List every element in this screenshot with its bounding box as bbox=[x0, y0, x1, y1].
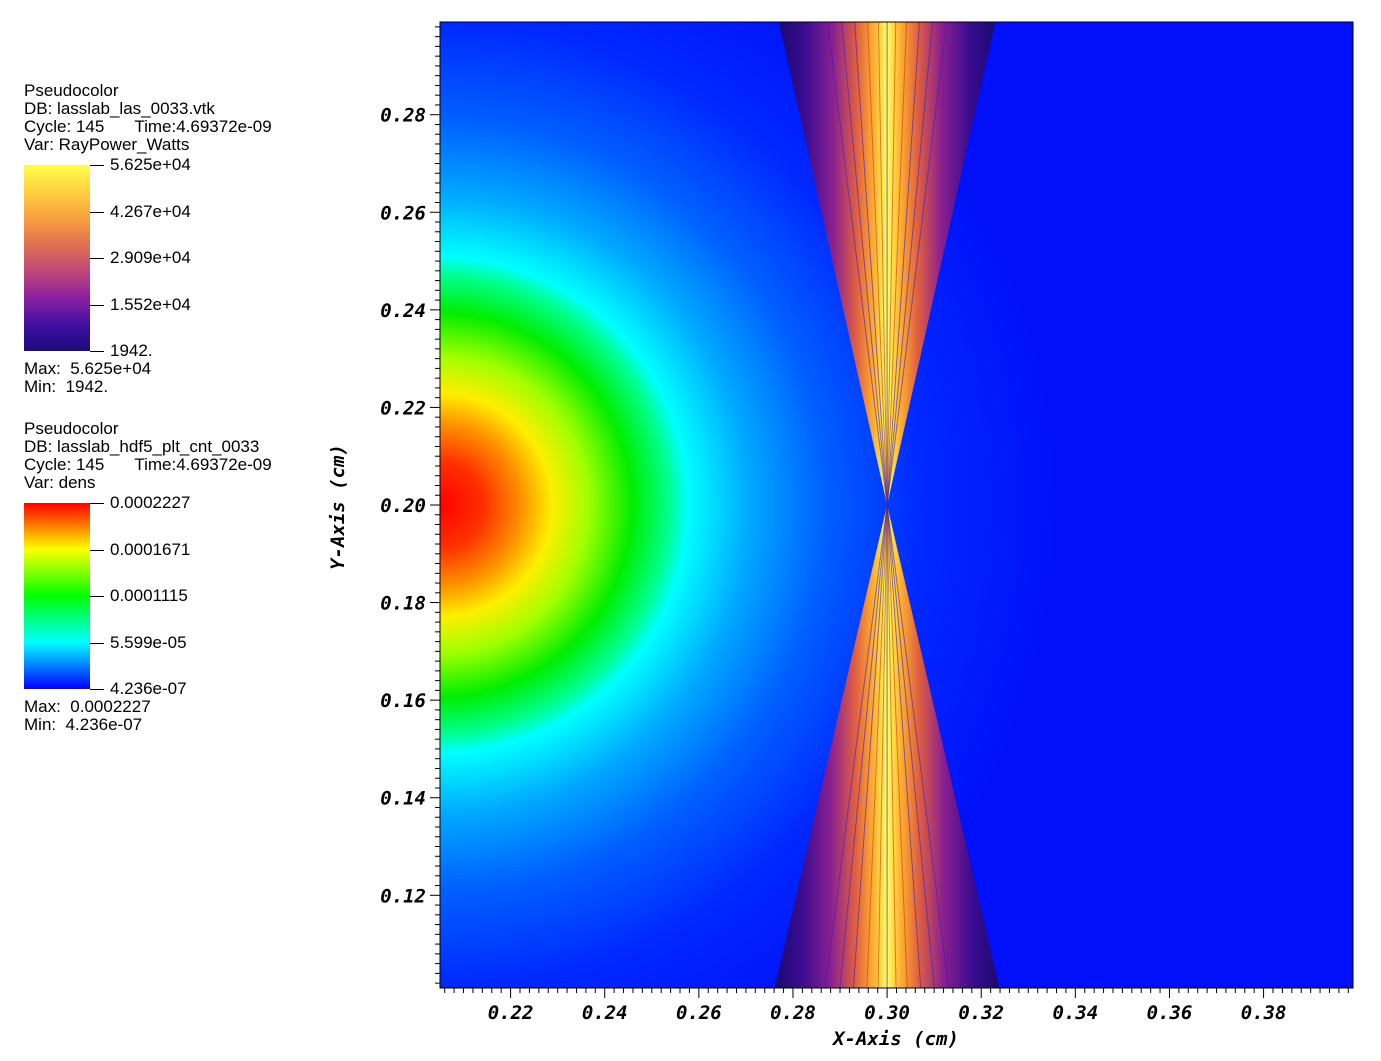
colorbar-dens bbox=[24, 503, 90, 689]
ray-streak bbox=[839, 504, 888, 988]
y-tick-label: 0.12 bbox=[380, 885, 426, 907]
legend-cycle: Cycle: 145 bbox=[24, 117, 105, 136]
x-tick-label: 0.38 bbox=[1241, 1002, 1287, 1024]
ray-streak bbox=[877, 504, 888, 988]
ray-streak bbox=[827, 22, 888, 506]
legend-var: Var: RayPower_Watts bbox=[24, 135, 190, 154]
axis-ticks: 0.22 0.24 0.26 0.28 0.30 0.32 0.34 0.36 0.38 0.12… bbox=[380, 26, 1349, 1024]
colorbar-tick bbox=[90, 165, 104, 166]
colorbar-tick-label: 4.267e+04 bbox=[110, 201, 191, 221]
y-tick-label: 0.20 bbox=[380, 495, 426, 517]
legend-min: Min: 4.236e-07 bbox=[24, 715, 143, 734]
y-tick-label: 0.22 bbox=[380, 397, 426, 419]
colorbar-tick bbox=[90, 258, 104, 259]
ray-streak bbox=[877, 22, 888, 506]
ray-streak bbox=[886, 504, 935, 988]
legend-max: Max: 5.625e+04 bbox=[24, 359, 152, 378]
y-axis-title: Y-Axis (cm) bbox=[327, 444, 349, 570]
ray-streak bbox=[886, 504, 897, 988]
colorbar-raypower bbox=[24, 165, 90, 351]
ray-streak bbox=[841, 22, 888, 506]
x-tick-label: 0.34 bbox=[1052, 1002, 1098, 1024]
colorbar-tick-label: 0.0001671 bbox=[110, 539, 191, 559]
x-tick-label: 0.24 bbox=[582, 1002, 628, 1024]
legend-cycle-time: Cycle: 145 Time:4.69372e-09 bbox=[24, 118, 272, 136]
x-tick-label: 0.26 bbox=[676, 1002, 722, 1024]
legend-db: DB: lasslab_hdf5_plt_cnt_0033 bbox=[24, 437, 260, 456]
y-tick-label: 0.24 bbox=[380, 300, 426, 322]
ray-streak bbox=[886, 22, 948, 506]
colorbar-tick bbox=[90, 304, 104, 306]
y-tick-label: 0.18 bbox=[380, 593, 426, 615]
colorbar-tick-label: 0.0002227 bbox=[110, 493, 191, 512]
legend-plot-type: Pseudocolor bbox=[24, 81, 119, 100]
colorbar-tick-label: 5.625e+04 bbox=[110, 155, 191, 174]
colorbar-tick bbox=[90, 596, 104, 597]
ray-streak bbox=[886, 22, 908, 506]
legend-db: DB: lasslab_las_0033.vtk bbox=[24, 99, 215, 118]
ray-streak bbox=[886, 504, 950, 988]
colorbar-tick-label: 4.236e-07 bbox=[110, 679, 187, 698]
y-tick-label: 0.26 bbox=[380, 202, 426, 224]
colorbar-tick bbox=[90, 211, 104, 213]
ray-streak bbox=[886, 22, 934, 506]
colorbar-tick-label: 1942. bbox=[110, 341, 153, 360]
legend-dens: Pseudocolor DB: lasslab_hdf5_plt_cnt_003… bbox=[24, 420, 272, 492]
legend-cycle: Cycle: 145 bbox=[24, 455, 105, 474]
colorbar-tick-label: 0.0001115 bbox=[110, 586, 188, 605]
colorbar-tick-label: 2.909e+04 bbox=[110, 248, 191, 267]
x-axis-title: X-Axis (cm) bbox=[831, 1028, 959, 1050]
ray-streak bbox=[866, 504, 888, 988]
ray-streak bbox=[886, 504, 922, 988]
legend-time: Time:4.69372e-09 bbox=[134, 455, 272, 474]
colorbar-tick-label: 5.599e-05 bbox=[110, 632, 187, 652]
ray-streak bbox=[886, 22, 921, 506]
ray-streak bbox=[852, 504, 888, 988]
ray-streak bbox=[886, 504, 908, 988]
x-tick-label: 0.30 bbox=[864, 1002, 910, 1024]
colorbar-tick bbox=[90, 689, 104, 690]
legend-min: Min: 1942. bbox=[24, 377, 109, 396]
x-tick-label: 0.32 bbox=[958, 1002, 1004, 1024]
x-tick-label: 0.36 bbox=[1147, 1002, 1193, 1024]
ray-streak bbox=[886, 22, 897, 506]
legend-time: Time:4.69372e-09 bbox=[134, 117, 272, 136]
y-tick-label: 0.16 bbox=[380, 690, 426, 712]
legend-max: Max: 0.0002227 bbox=[24, 697, 151, 716]
colorbar-tick bbox=[90, 642, 104, 644]
colorbar-tick-label: 1.552e+04 bbox=[110, 294, 191, 314]
legend-var: Var: dens bbox=[24, 473, 96, 492]
colorbar-tick bbox=[90, 351, 104, 352]
colorbar-tick bbox=[90, 549, 104, 551]
legend-plot-type: Pseudocolor bbox=[24, 419, 119, 438]
y-tick-label: 0.14 bbox=[380, 788, 426, 810]
ray-streak bbox=[854, 22, 888, 506]
ray-streak bbox=[824, 504, 888, 988]
colorbar-tick bbox=[90, 503, 104, 504]
x-tick-label: 0.22 bbox=[488, 1002, 534, 1024]
legend-raypower: Pseudocolor DB: lasslab_las_0033.vtk Cyc… bbox=[24, 82, 272, 154]
x-tick-label: 0.28 bbox=[770, 1002, 816, 1024]
ray-streak bbox=[867, 22, 888, 506]
y-tick-label: 0.28 bbox=[380, 105, 426, 127]
legend-cycle-time: Cycle: 145 Time:4.69372e-09 bbox=[24, 456, 272, 474]
field-layer bbox=[440, 22, 1353, 988]
